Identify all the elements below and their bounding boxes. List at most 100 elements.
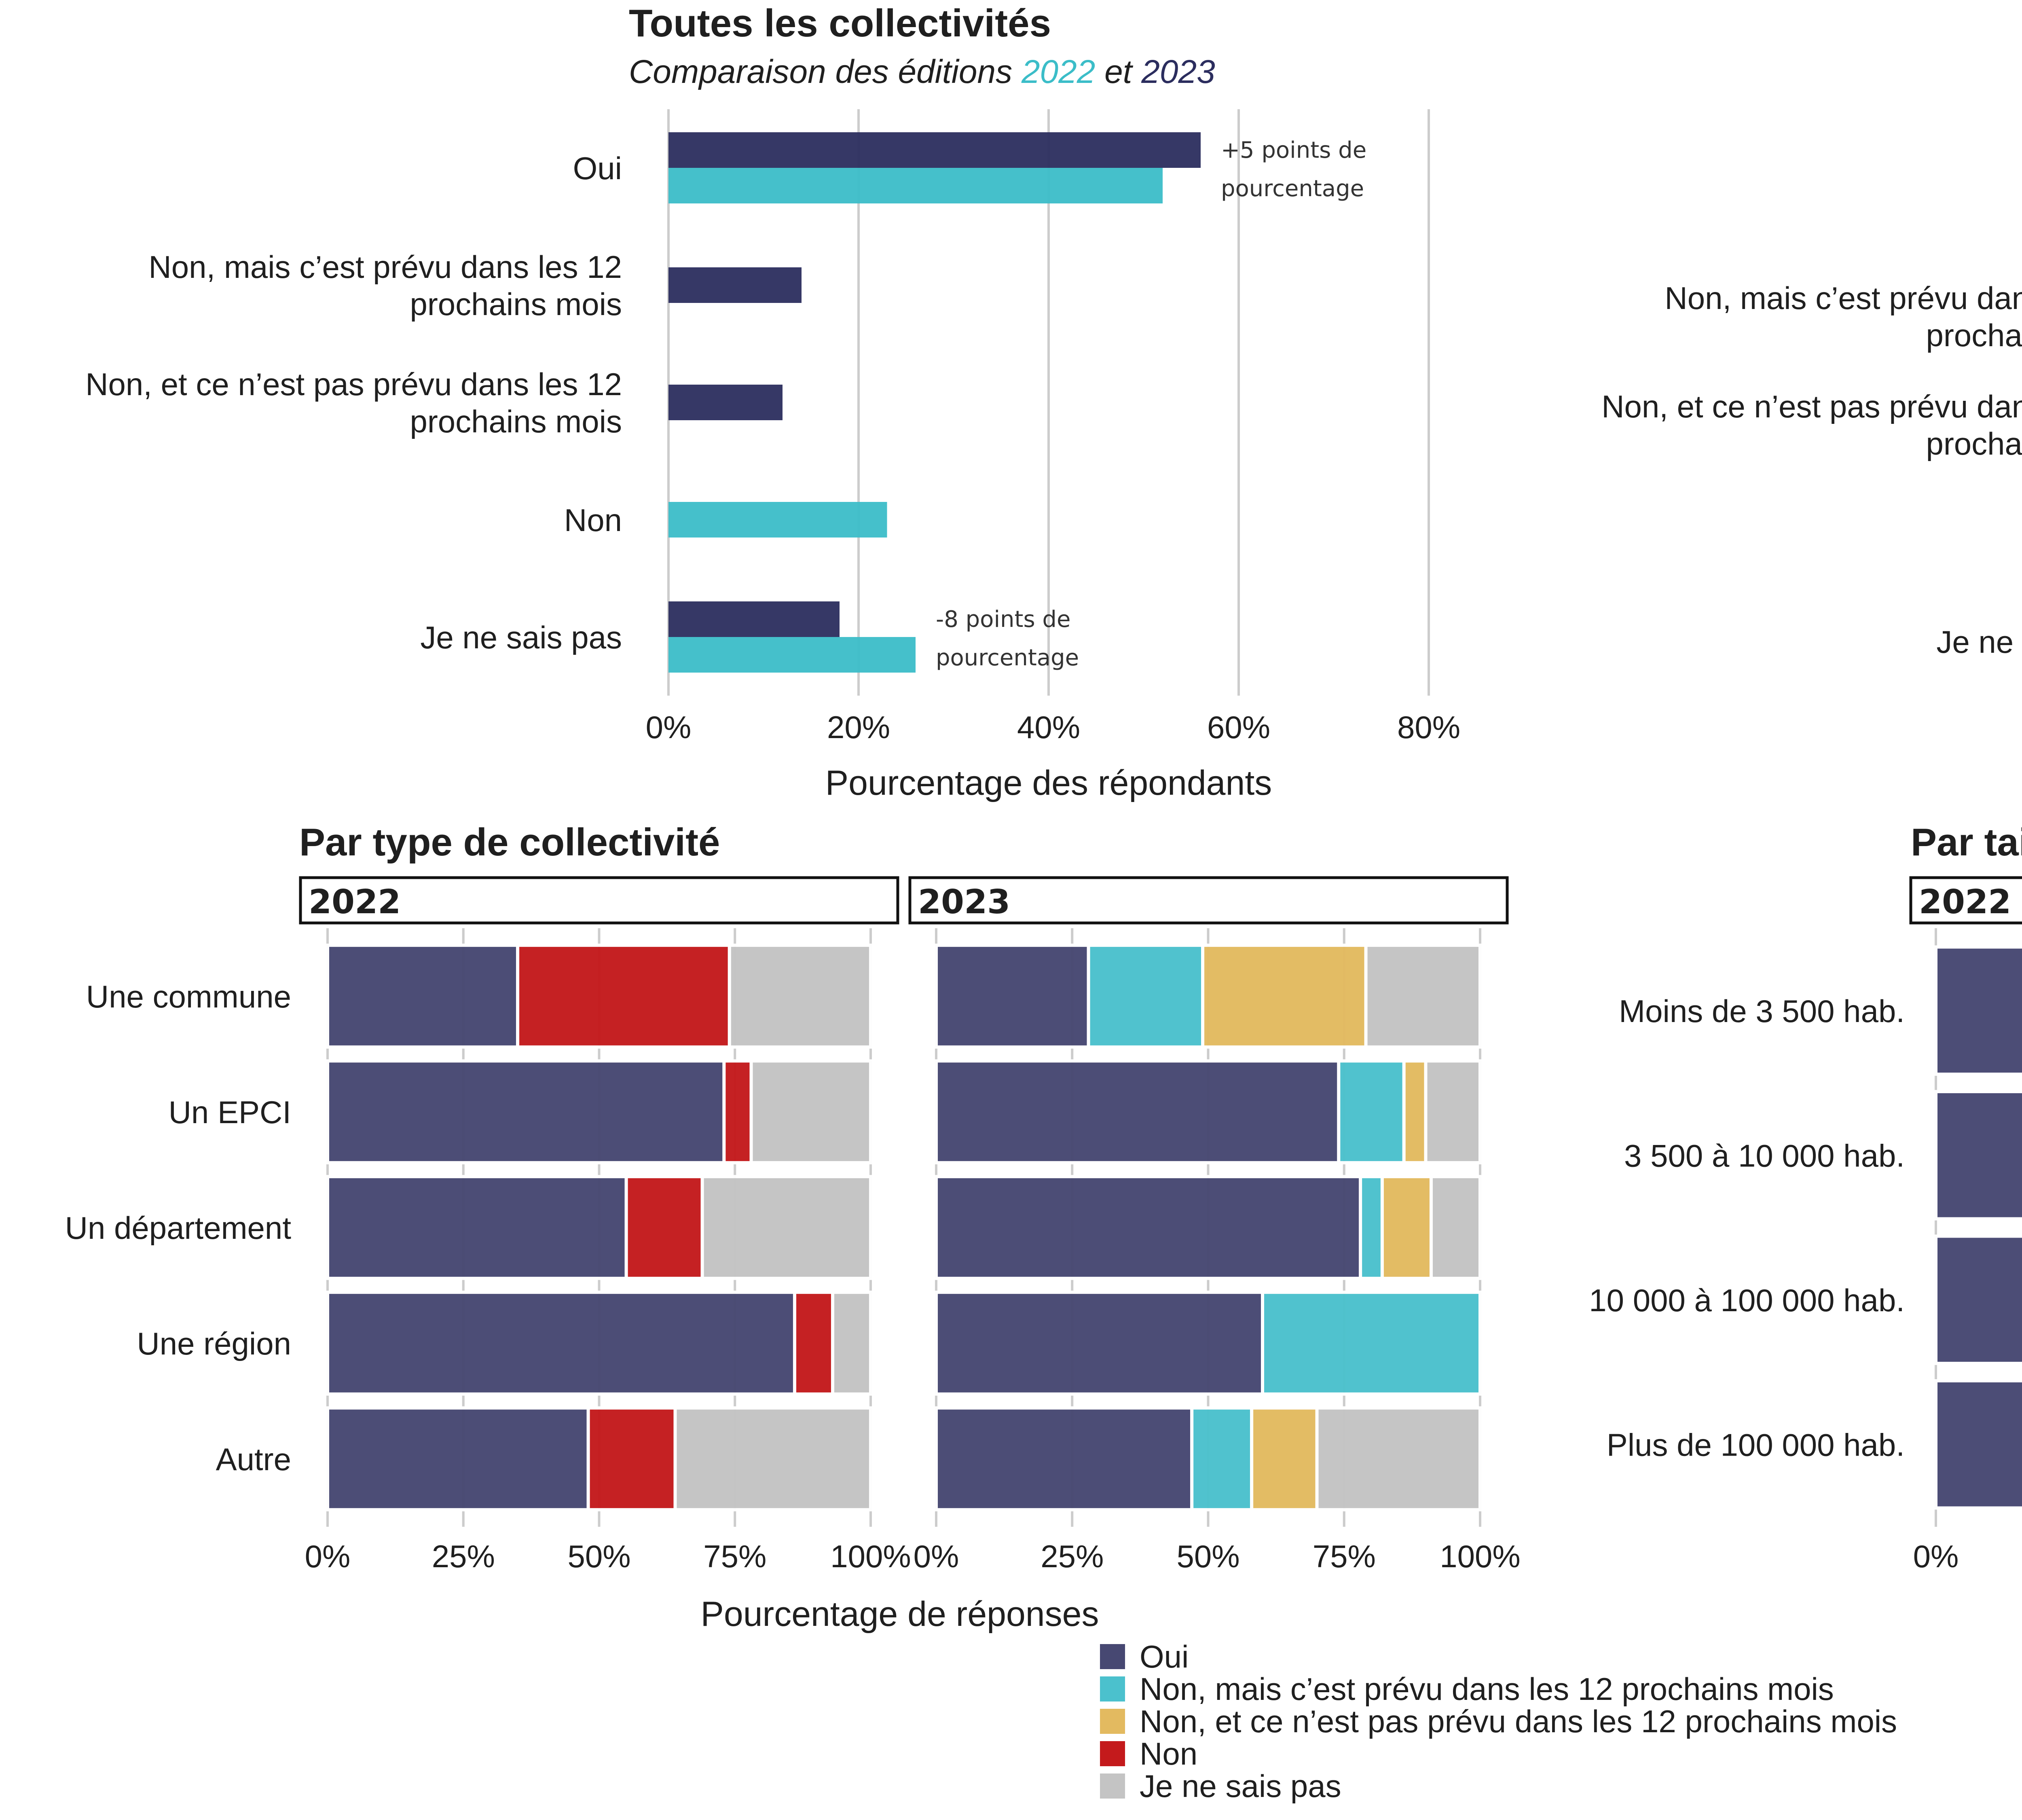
bar-segment-nsp [749, 1059, 873, 1164]
category-label: Une région [137, 1326, 291, 1361]
category-label: Un département [65, 1210, 292, 1246]
chart-title: Toutes les collectivités [629, 2, 1051, 45]
x-tick-label: 0% [646, 709, 692, 745]
x-tick-label: 0% [914, 1539, 959, 1574]
bar-segment-oui [1934, 1379, 2022, 1510]
x-tick-label: 0% [305, 1539, 351, 1574]
category-label: Non [564, 502, 622, 538]
legend-swatch-prevu [1100, 1676, 1125, 1701]
bar-segment-prevu [1359, 1175, 1384, 1280]
bar-segment-non [624, 1175, 704, 1280]
category-label: Je ne sais pas [420, 620, 622, 655]
change-annotation: +5 points de [1221, 137, 1366, 163]
subtitle-et: et [1095, 53, 1141, 90]
category-label: Non, mais c’est prévu dans les 12 [1665, 280, 2022, 316]
bar-segment-oui [326, 1175, 628, 1280]
bar-segment-nsp [673, 1406, 873, 1511]
legend-label: Non [1140, 1736, 1197, 1771]
bar-segment-oui [1934, 945, 2022, 1076]
panel-strip [908, 876, 1509, 925]
chart-par-type: Par type de collectivité 2022 0% 25% 50% 75%… [65, 821, 1521, 1634]
bar-2022 [668, 502, 887, 538]
bar-segment-oui [935, 1059, 1341, 1164]
category-label: 10 000 à 100 000 hab. [1589, 1282, 1905, 1318]
x-tick-label: 50% [567, 1539, 630, 1574]
bar-2023 [668, 385, 783, 420]
panel-label: 2023 [918, 883, 1010, 921]
bar-segment-prevu [1337, 1059, 1406, 1164]
bar-2022 [668, 168, 1163, 203]
bar-segment-nsp [1424, 1059, 1482, 1164]
plot-area: 0%20%40%60%80%Pourcentage des répondants… [1601, 280, 2022, 660]
x-axis-label: Pourcentage des répondants [825, 764, 1272, 802]
bar-segment-nsp [1315, 1406, 1482, 1511]
bar-2023 [668, 267, 802, 303]
bar-segment-prevu [1261, 1291, 1482, 1396]
chart-title: Par taille de commune [1911, 821, 2022, 864]
x-tick-label: 100% [830, 1539, 911, 1574]
x-tick-label: 60% [1207, 709, 1270, 745]
legend-label: Non, mais c’est prévu dans les 12 procha… [1140, 1671, 1834, 1707]
category-label: 3 500 à 10 000 hab. [1624, 1138, 1905, 1173]
bar-2022 [668, 637, 916, 673]
bar-2023 [668, 601, 840, 637]
legend-label: Non, et ce n’est pas prévu dans les 12 p… [1140, 1704, 1897, 1739]
category-label: prochains mois [410, 404, 622, 439]
category-label: Non, et ce n’est pas prévu dans les 12 [1601, 389, 2022, 424]
x-tick-label: 20% [827, 709, 890, 745]
bar-segment-oui [326, 1059, 726, 1164]
bar-segment-nsp [831, 1291, 872, 1396]
x-tick-label: 75% [703, 1539, 766, 1574]
bar-segment-nsp [700, 1175, 873, 1280]
panel-label: 2022 [309, 883, 401, 921]
chart-subtitle: Comparaison des éditions 2022 et 2023 [629, 53, 1215, 90]
legend-label: Je ne sais pas [1140, 1768, 1341, 1804]
bar-segment-prevu [1087, 944, 1205, 1049]
change-annotation: -8 points de [936, 606, 1070, 633]
x-axis-label: Pourcentage de réponses [701, 1595, 1099, 1634]
category-label: prochains mois [1926, 426, 2022, 461]
category-label: prochains mois [410, 286, 622, 322]
x-tick-label: 25% [1041, 1539, 1104, 1574]
bar-segment-nsp [728, 944, 872, 1049]
change-annotation: pourcentage [1221, 176, 1364, 202]
bar-segment-oui [326, 1291, 796, 1396]
category-label: Une commune [86, 979, 291, 1014]
x-tick-label: 25% [432, 1539, 495, 1574]
category-label: Un EPCI [169, 1094, 291, 1130]
x-tick-label: 40% [1017, 709, 1080, 745]
plot-area: 2022 0% 25% 50% 75% 100% 2023 0% 25% 50% 75% 100% Un… [65, 876, 1521, 1634]
legend-swatch-oui [1100, 1644, 1125, 1669]
legend-swatch-non [1100, 1741, 1125, 1766]
bar-segment-oui [935, 1291, 1264, 1396]
bar-segment-nsp [1429, 1175, 1482, 1280]
category-label: Non, mais c’est prévu dans les 12 [148, 249, 622, 285]
x-tick-label: 50% [1176, 1539, 1239, 1574]
x-tick-label: 0% [1913, 1539, 1959, 1574]
subtitle-2023: 2023 [1141, 53, 1215, 90]
bar-segment-pas_prevu [1380, 1175, 1433, 1280]
chart-toutes-collectivites: Toutes les collectivités Comparaison des… [85, 2, 1460, 802]
category-label: Je ne sais pas [1936, 624, 2022, 660]
x-tick-label: 80% [1397, 709, 1460, 745]
bar-segment-non [516, 944, 731, 1049]
panel-strip [299, 876, 899, 925]
chart-title: Par type de collectivité [299, 821, 720, 864]
bar-segment-pas_prevu [1250, 1406, 1319, 1511]
category-label: Autre [216, 1441, 291, 1477]
subtitle-prefix: Comparaison des éditions [629, 53, 1022, 90]
legend-label: Oui [1140, 1639, 1189, 1674]
chart-par-taille: Par taille de commune 20220%25%50%75%100… [1589, 821, 2022, 1574]
panel-label: 2022 [1919, 883, 2011, 921]
x-tick-label: 75% [1313, 1539, 1376, 1574]
bar-segment-nsp [1364, 944, 1482, 1049]
category-label: Plus de 100 000 hab. [1607, 1427, 1905, 1462]
bar-segment-oui [1934, 1234, 2022, 1365]
bar-segment-oui [326, 1406, 590, 1511]
bar-segment-prevu [1190, 1406, 1254, 1511]
change-annotation: pourcentage [936, 645, 1079, 671]
bar-segment-oui [935, 1406, 1194, 1511]
